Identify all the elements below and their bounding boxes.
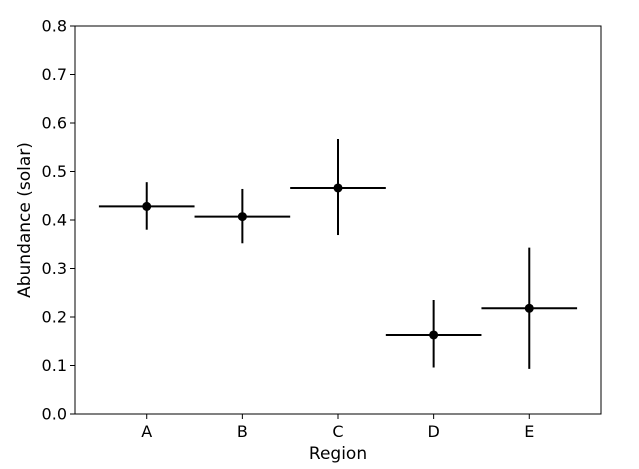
data-point [237,212,247,222]
y-tick-label: 0.3 [42,259,67,278]
y-tick-label: 0.5 [42,162,67,181]
x-tick-label: B [237,422,248,441]
y-axis-ticks: 0.0 0.1 0.2 0.3 0.4 0.5 0.6 0.7 0.8 [42,17,75,424]
x-tick-label: E [524,422,534,441]
y-tick-label: 0.2 [42,308,67,327]
data-point-group [98,182,195,230]
x-axis-ticks: A B C D E [141,414,534,441]
data-point [524,303,534,313]
data-point [142,201,152,211]
data-marks [98,139,578,369]
data-point [333,183,343,193]
data-point-group [194,188,291,244]
y-tick-label: 0.6 [42,114,67,133]
x-tick-label: A [141,422,152,441]
x-tick-label: D [427,422,439,441]
y-tick-label: 0.4 [42,211,67,230]
x-axis-label: Region [309,444,367,464]
x-tick-label: C [332,422,343,441]
y-tick-label: 0.0 [42,405,67,424]
y-axis-label: Abundance (solar) [15,142,35,298]
data-point [429,330,439,340]
y-tick-label: 0.7 [42,65,67,84]
y-tick-label: 0.8 [42,17,67,36]
y-tick-label: 0.1 [42,356,67,375]
data-point-group [290,139,386,236]
data-point-group [385,300,482,368]
data-point-group [481,247,578,369]
